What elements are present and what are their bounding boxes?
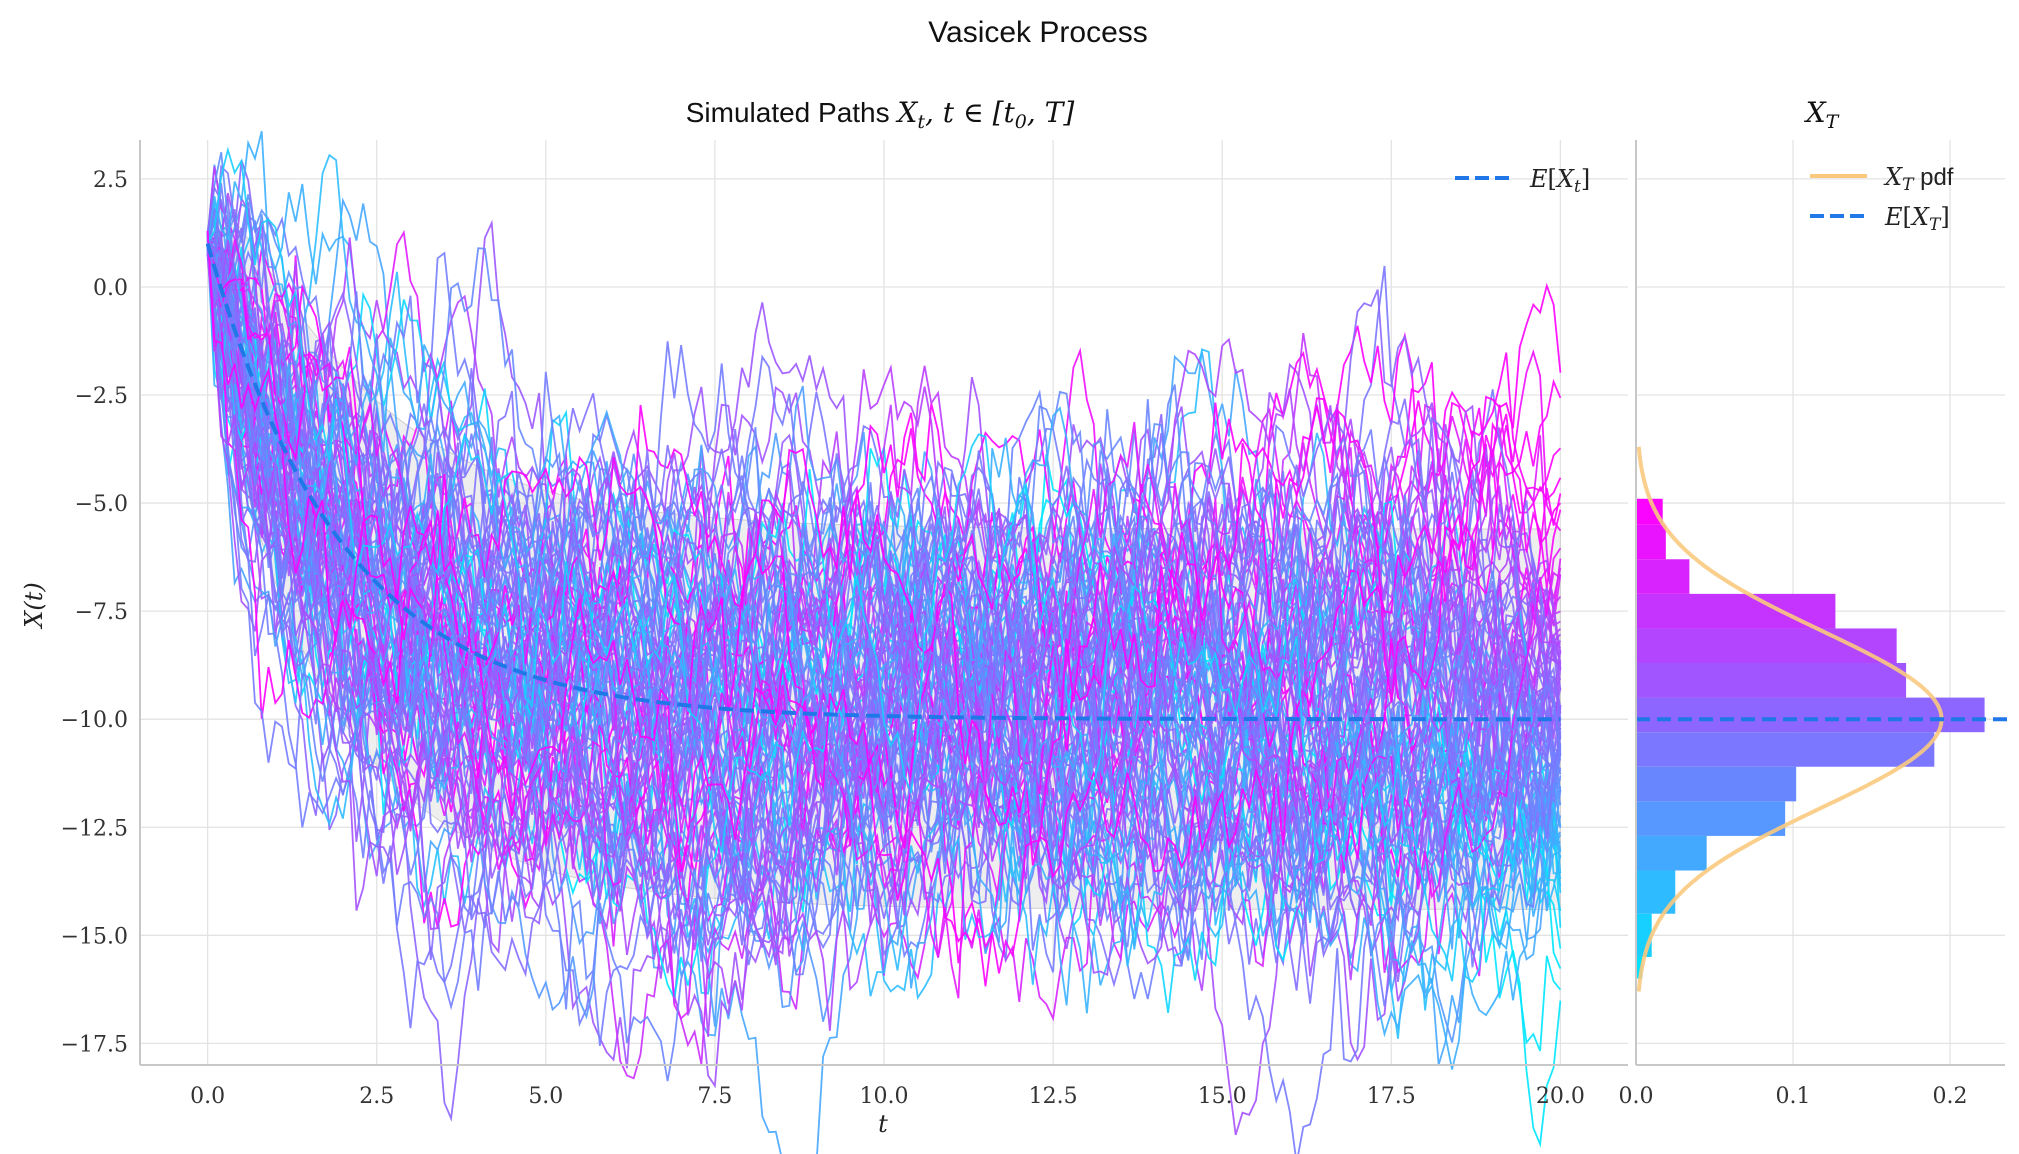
sample-path <box>206 146 1562 984</box>
expectation-line <box>205 243 1561 722</box>
figure-title: Vasicek Process <box>928 16 1148 49</box>
histogram-bar <box>1636 628 1897 664</box>
y-tick-label: 2.5 <box>93 168 128 193</box>
y-tick-label: −12.5 <box>61 816 128 841</box>
histogram-bar <box>1636 663 1907 698</box>
histogram-bar <box>1636 956 1643 979</box>
sample-path <box>207 248 1562 1082</box>
paths-panel: Simulated Paths Xt, t ∈ [t0, T] 0.0 2.5 5.… <box>20 96 1628 1154</box>
y-tick-label: −15.0 <box>61 924 128 949</box>
side-tick-labels: 0.0 0.1 0.2 <box>1619 1084 1968 1109</box>
legend-terminal-mean-label: E[XT] <box>1884 203 1950 235</box>
side-axes <box>1635 140 2005 1066</box>
sample-path <box>206 249 1561 1031</box>
x-tick-label: 7.5 <box>697 1084 732 1109</box>
paths-legend: E[Xt] <box>1455 165 1590 197</box>
x-tick-label: 0.0 <box>190 1084 225 1109</box>
y-tick-label: −7.5 <box>75 600 128 625</box>
sample-path <box>206 130 1561 985</box>
sample-path <box>207 241 1562 966</box>
histogram-bar <box>1636 524 1666 560</box>
y-tick-label: −17.5 <box>61 1032 128 1057</box>
histogram-bar <box>1636 697 1985 733</box>
histogram-bar <box>1636 801 1786 836</box>
terminal-distribution-panel: XT 0.0 0.1 0.2 XT pdf E[XT] <box>1619 96 2013 1109</box>
sample-path <box>206 164 1562 921</box>
x-tick-label: 15.0 <box>1198 1084 1247 1109</box>
mean-curve <box>205 243 1561 722</box>
side-x-tick-label: 0.0 <box>1619 1084 1654 1109</box>
y-tick-label: −2.5 <box>75 384 128 409</box>
sample-path <box>206 208 1562 1154</box>
y-tick-label: −10.0 <box>61 708 128 733</box>
histogram-bar <box>1636 559 1690 594</box>
x-tick-label: 17.5 <box>1367 1084 1416 1109</box>
sample-path <box>206 244 1562 976</box>
histogram-bar <box>1636 498 1663 525</box>
y-tick-label: 0.0 <box>93 276 128 301</box>
x-tick-label: 10.0 <box>860 1084 909 1109</box>
y-tick-label: −5.0 <box>75 492 128 517</box>
sample-path <box>206 221 1561 955</box>
x-tick-label: 5.0 <box>528 1084 563 1109</box>
side-legend: XT pdf E[XT] <box>1810 163 1954 235</box>
paths-axes <box>139 140 1628 1066</box>
simulated-paths <box>206 130 1562 1154</box>
paths-tick-labels: 0.0 2.5 5.0 7.5 10.0 12.5 15.0 17.5 20.0 2.5 0.0 −2… <box>61 168 1585 1109</box>
sample-path <box>206 242 1562 1070</box>
sample-path <box>206 236 1562 938</box>
x-axis-label: t <box>878 1110 888 1138</box>
histogram-bar <box>1636 913 1652 957</box>
x-tick-label: 12.5 <box>1029 1084 1078 1109</box>
histogram-bar <box>1636 732 1935 767</box>
side-panel-title: XT <box>1804 96 1840 133</box>
histogram-bar <box>1636 766 1797 802</box>
x-tick-label: 2.5 <box>359 1084 394 1109</box>
x-tick-label: 20.0 <box>1536 1084 1585 1109</box>
side-x-tick-label: 0.1 <box>1776 1084 1811 1109</box>
sample-path <box>206 230 1562 974</box>
legend-mean-label: E[Xt] <box>1529 165 1590 197</box>
histogram-bar <box>1636 835 1707 871</box>
paths-panel-title: Simulated Paths Xt, t ∈ [t0, T] <box>686 96 1075 133</box>
side-x-tick-label: 0.2 <box>1933 1084 1968 1109</box>
sample-path <box>206 252 1562 879</box>
y-axis-label: X(t) <box>20 582 48 629</box>
legend-pdf-label: XT pdf <box>1883 163 1954 195</box>
